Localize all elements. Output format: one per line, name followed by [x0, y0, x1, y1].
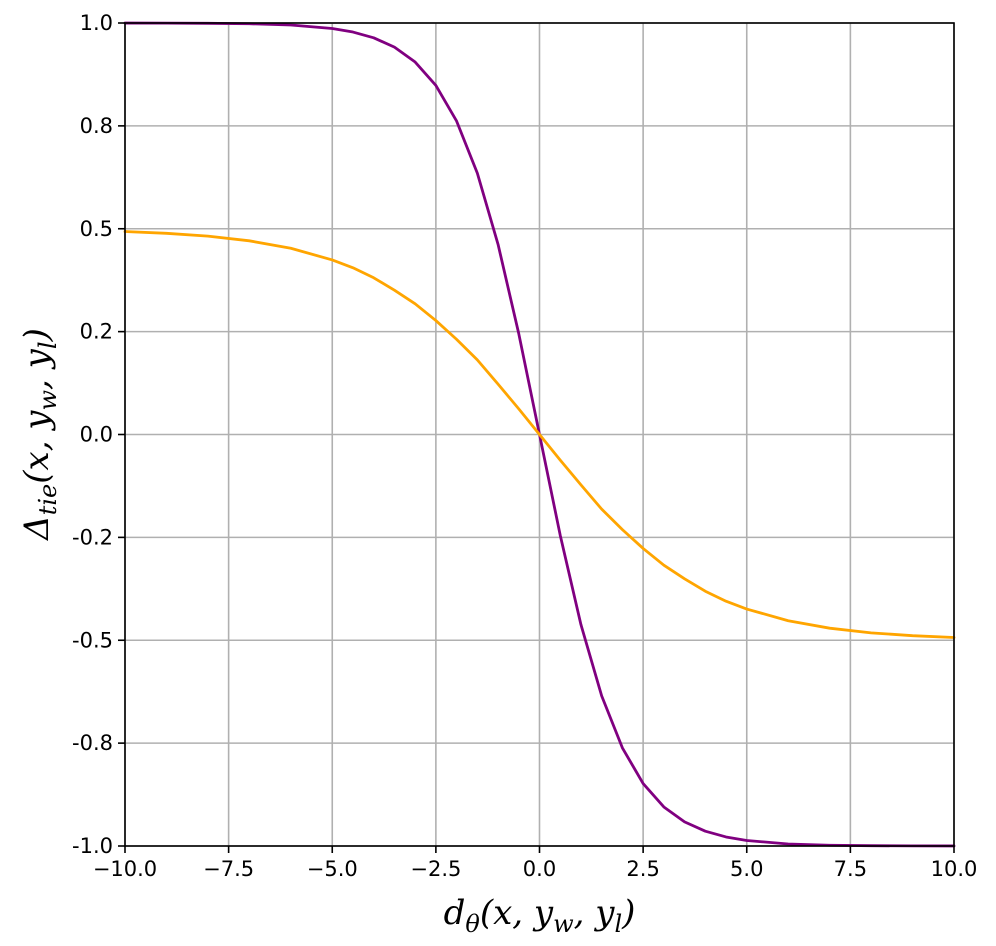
- y-axis-label-args-2: , y: [17, 348, 57, 390]
- y-axis-label-args-0: (x, y: [17, 410, 57, 484]
- x-tick-label: −2.5: [410, 857, 461, 881]
- x-tick-label: −7.5: [203, 857, 254, 881]
- y-tick-label: -0.5: [72, 628, 113, 652]
- y-tick-label: -1.0: [72, 834, 113, 858]
- x-axis-label-args-2: , y: [574, 893, 616, 933]
- x-tick-label: 7.5: [834, 857, 867, 881]
- x-axis-label-args-4: ): [621, 893, 635, 933]
- x-axis-label: dθ(x, yw, yl): [444, 893, 636, 938]
- x-tick-label: 5.0: [730, 857, 763, 881]
- y-tick-label: 0.2: [80, 320, 113, 344]
- x-tick-label: 0.0: [523, 857, 556, 881]
- x-tick-label: 10.0: [931, 857, 978, 881]
- y-tick-label: 0.5: [80, 217, 113, 241]
- y-tick-label: -0.2: [72, 525, 113, 549]
- x-tick-label: −10.0: [93, 857, 157, 881]
- x-tick-label: 2.5: [626, 857, 659, 881]
- series-line-1: [123, 230, 956, 639]
- y-axis-label-base-sub: tie: [34, 484, 62, 516]
- y-tick-label: 0.8: [80, 114, 113, 138]
- y-axis-label-args-4: ): [17, 328, 57, 342]
- x-tick-label: −5.0: [307, 857, 358, 881]
- y-tick-label: 0.0: [80, 423, 113, 447]
- x-axis-label-args-0: (x, y: [480, 893, 554, 933]
- y-tick-label: -0.8: [72, 731, 113, 755]
- y-tick-label: 1.0: [80, 11, 113, 35]
- y-axis-label-args-1: w: [34, 389, 62, 410]
- y-axis-label-base: Δ: [17, 515, 57, 542]
- x-axis-label-args-1: w: [553, 910, 574, 938]
- series-layer: [123, 21, 956, 848]
- x-axis-label-args-3: l: [614, 910, 622, 938]
- y-axis-label-args-3: l: [34, 341, 62, 349]
- x-axis-label-base-sub: θ: [465, 910, 480, 938]
- y-axis-label: Δtie(x, yw, yl): [17, 328, 62, 542]
- x-axis-label-base: d: [444, 893, 466, 933]
- axis-ticks: −10.0 −7.5 −5.0 −2.5 0.0 2.5 5.0 7.5 10.0 1.0 0.8 0…: [72, 11, 977, 881]
